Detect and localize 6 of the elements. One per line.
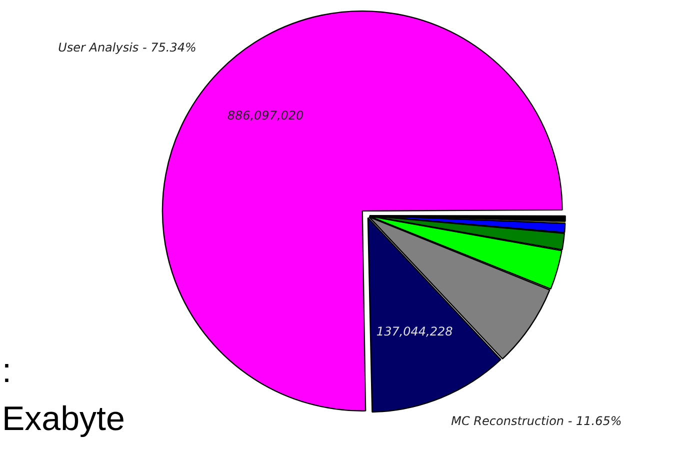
text: Exabyte — [2, 400, 125, 438]
slice-label: MC Reconstruction - 11.65% — [451, 414, 622, 428]
data-label: 137,044,228 — [376, 324, 454, 338]
data-label: 886,097,020 — [227, 108, 304, 122]
slice-label: User Analysis - 75.34% — [58, 40, 196, 55]
text: : — [2, 352, 12, 390]
